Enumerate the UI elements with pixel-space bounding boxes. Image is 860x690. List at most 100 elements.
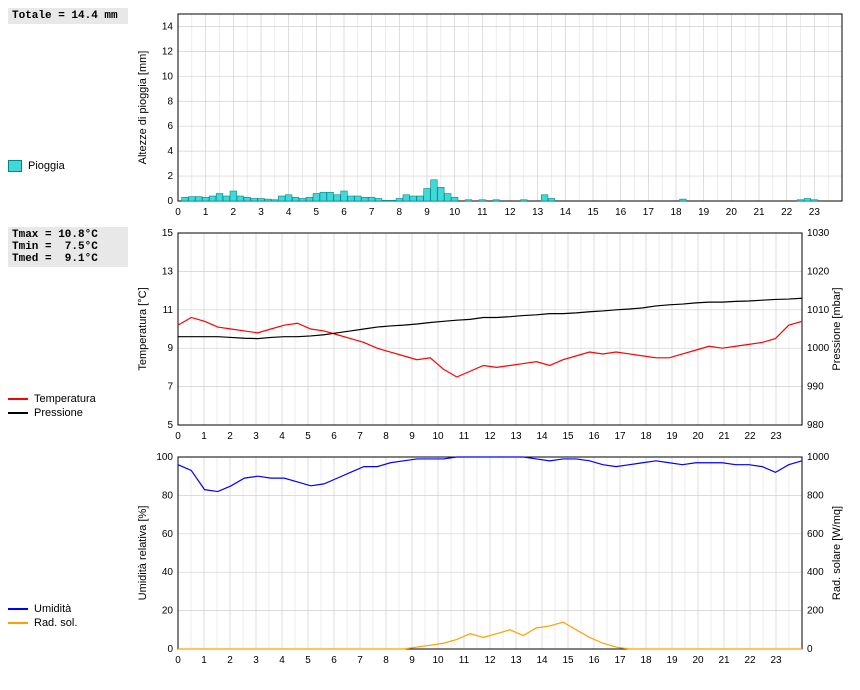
svg-text:17: 17 [614, 655, 626, 666]
chart1-legend-col: Totale = 14.4 mm Pioggia [8, 8, 128, 223]
svg-text:15: 15 [562, 655, 574, 666]
svg-text:10: 10 [162, 71, 174, 82]
svg-text:Rad. solare [W/mq]: Rad. solare [W/mq] [831, 506, 843, 600]
umidita-line-icon [8, 608, 28, 610]
svg-text:400: 400 [807, 567, 824, 578]
svg-text:Temperatura [°C]: Temperatura [°C] [137, 287, 149, 370]
svg-text:0: 0 [167, 644, 173, 655]
svg-text:13: 13 [510, 655, 522, 666]
svg-text:1: 1 [203, 207, 209, 218]
svg-text:10: 10 [449, 207, 461, 218]
svg-text:100: 100 [156, 452, 173, 463]
svg-text:4: 4 [279, 431, 285, 442]
svg-text:15: 15 [562, 431, 574, 442]
svg-text:1: 1 [201, 431, 207, 442]
legend-umidita-label: Umidità [34, 603, 71, 615]
svg-text:3: 3 [253, 431, 259, 442]
svg-text:4: 4 [167, 146, 173, 157]
svg-text:16: 16 [588, 655, 600, 666]
svg-text:19: 19 [698, 207, 710, 218]
chart3-legend-col: Umidità Rad. sol. [8, 451, 128, 671]
dashboard-container: Totale = 14.4 mm Pioggia 024681012140123… [8, 8, 852, 671]
svg-text:3: 3 [253, 655, 259, 666]
chart2-legend-col: Tmax = 10.8°C Tmin = 7.5°C Tmed = 9.1°C … [8, 227, 128, 447]
svg-text:10: 10 [432, 431, 444, 442]
chart3-svg: 0204060801000123456789101112131415161718… [132, 451, 852, 671]
svg-text:1010: 1010 [807, 305, 830, 316]
svg-text:18: 18 [670, 207, 682, 218]
svg-text:16: 16 [615, 207, 627, 218]
svg-text:21: 21 [753, 207, 765, 218]
svg-text:11: 11 [163, 305, 174, 316]
svg-text:4: 4 [286, 207, 292, 218]
svg-text:17: 17 [614, 431, 626, 442]
chart1-svg: 0246810121401234567891011121314151617181… [132, 8, 852, 223]
legend-temperatura-label: Temperatura [34, 393, 96, 405]
svg-text:21: 21 [718, 431, 730, 442]
legend-pressione-label: Pressione [34, 407, 83, 419]
svg-text:12: 12 [484, 431, 496, 442]
svg-text:6: 6 [331, 655, 337, 666]
svg-text:13: 13 [162, 266, 174, 277]
svg-text:9: 9 [409, 431, 415, 442]
svg-text:5: 5 [305, 655, 311, 666]
svg-text:23: 23 [770, 431, 782, 442]
svg-text:6: 6 [167, 121, 173, 132]
svg-text:18: 18 [640, 431, 652, 442]
svg-text:1: 1 [201, 655, 207, 666]
svg-text:80: 80 [162, 490, 174, 501]
svg-text:5: 5 [167, 420, 173, 431]
svg-text:12: 12 [162, 46, 174, 57]
svg-text:23: 23 [809, 207, 821, 218]
legend-pioggia: Pioggia [8, 160, 128, 172]
legend-radsol-label: Rad. sol. [34, 617, 77, 629]
radsol-line-icon [8, 622, 28, 624]
svg-text:1000: 1000 [807, 343, 830, 354]
temperatura-line-icon [8, 398, 28, 400]
svg-text:16: 16 [588, 431, 600, 442]
chart3-wrap: 0204060801000123456789101112131415161718… [132, 451, 852, 671]
svg-text:13: 13 [532, 207, 544, 218]
svg-text:14: 14 [536, 655, 548, 666]
svg-text:20: 20 [162, 606, 174, 617]
svg-text:19: 19 [666, 655, 678, 666]
svg-text:40: 40 [162, 567, 174, 578]
svg-text:23: 23 [770, 655, 782, 666]
svg-text:200: 200 [807, 606, 824, 617]
svg-text:1000: 1000 [807, 452, 830, 463]
svg-text:2: 2 [167, 171, 173, 182]
svg-text:1020: 1020 [807, 266, 830, 277]
legend-pioggia-label: Pioggia [28, 160, 65, 172]
svg-text:11: 11 [477, 207, 488, 218]
svg-text:7: 7 [357, 655, 363, 666]
svg-text:7: 7 [369, 207, 375, 218]
svg-text:6: 6 [341, 207, 347, 218]
pressione-line-icon [8, 412, 28, 414]
svg-text:14: 14 [536, 431, 548, 442]
svg-text:22: 22 [781, 207, 793, 218]
svg-text:Pressione [mbar]: Pressione [mbar] [831, 287, 843, 370]
svg-text:0: 0 [167, 196, 173, 207]
svg-text:11: 11 [459, 431, 470, 442]
svg-text:14: 14 [560, 207, 572, 218]
svg-text:20: 20 [692, 655, 704, 666]
legend-radsol: Rad. sol. [8, 617, 128, 629]
svg-text:800: 800 [807, 490, 824, 501]
svg-text:18: 18 [640, 655, 652, 666]
svg-text:21: 21 [718, 655, 730, 666]
svg-text:11: 11 [459, 655, 470, 666]
svg-text:8: 8 [397, 207, 403, 218]
svg-text:0: 0 [807, 644, 813, 655]
svg-text:9: 9 [167, 343, 173, 354]
svg-text:20: 20 [692, 431, 704, 442]
svg-text:Altezze di pioggia [mm]: Altezze di pioggia [mm] [137, 51, 149, 165]
legend-pressione: Pressione [8, 407, 128, 419]
chart2-wrap: 5791113150123456789101112131415161718192… [132, 227, 852, 447]
svg-text:8: 8 [383, 431, 389, 442]
svg-text:20: 20 [726, 207, 738, 218]
svg-text:2: 2 [231, 207, 237, 218]
svg-text:8: 8 [383, 655, 389, 666]
legend-temperatura: Temperatura [8, 393, 128, 405]
svg-text:7: 7 [357, 431, 363, 442]
svg-text:15: 15 [162, 228, 174, 239]
